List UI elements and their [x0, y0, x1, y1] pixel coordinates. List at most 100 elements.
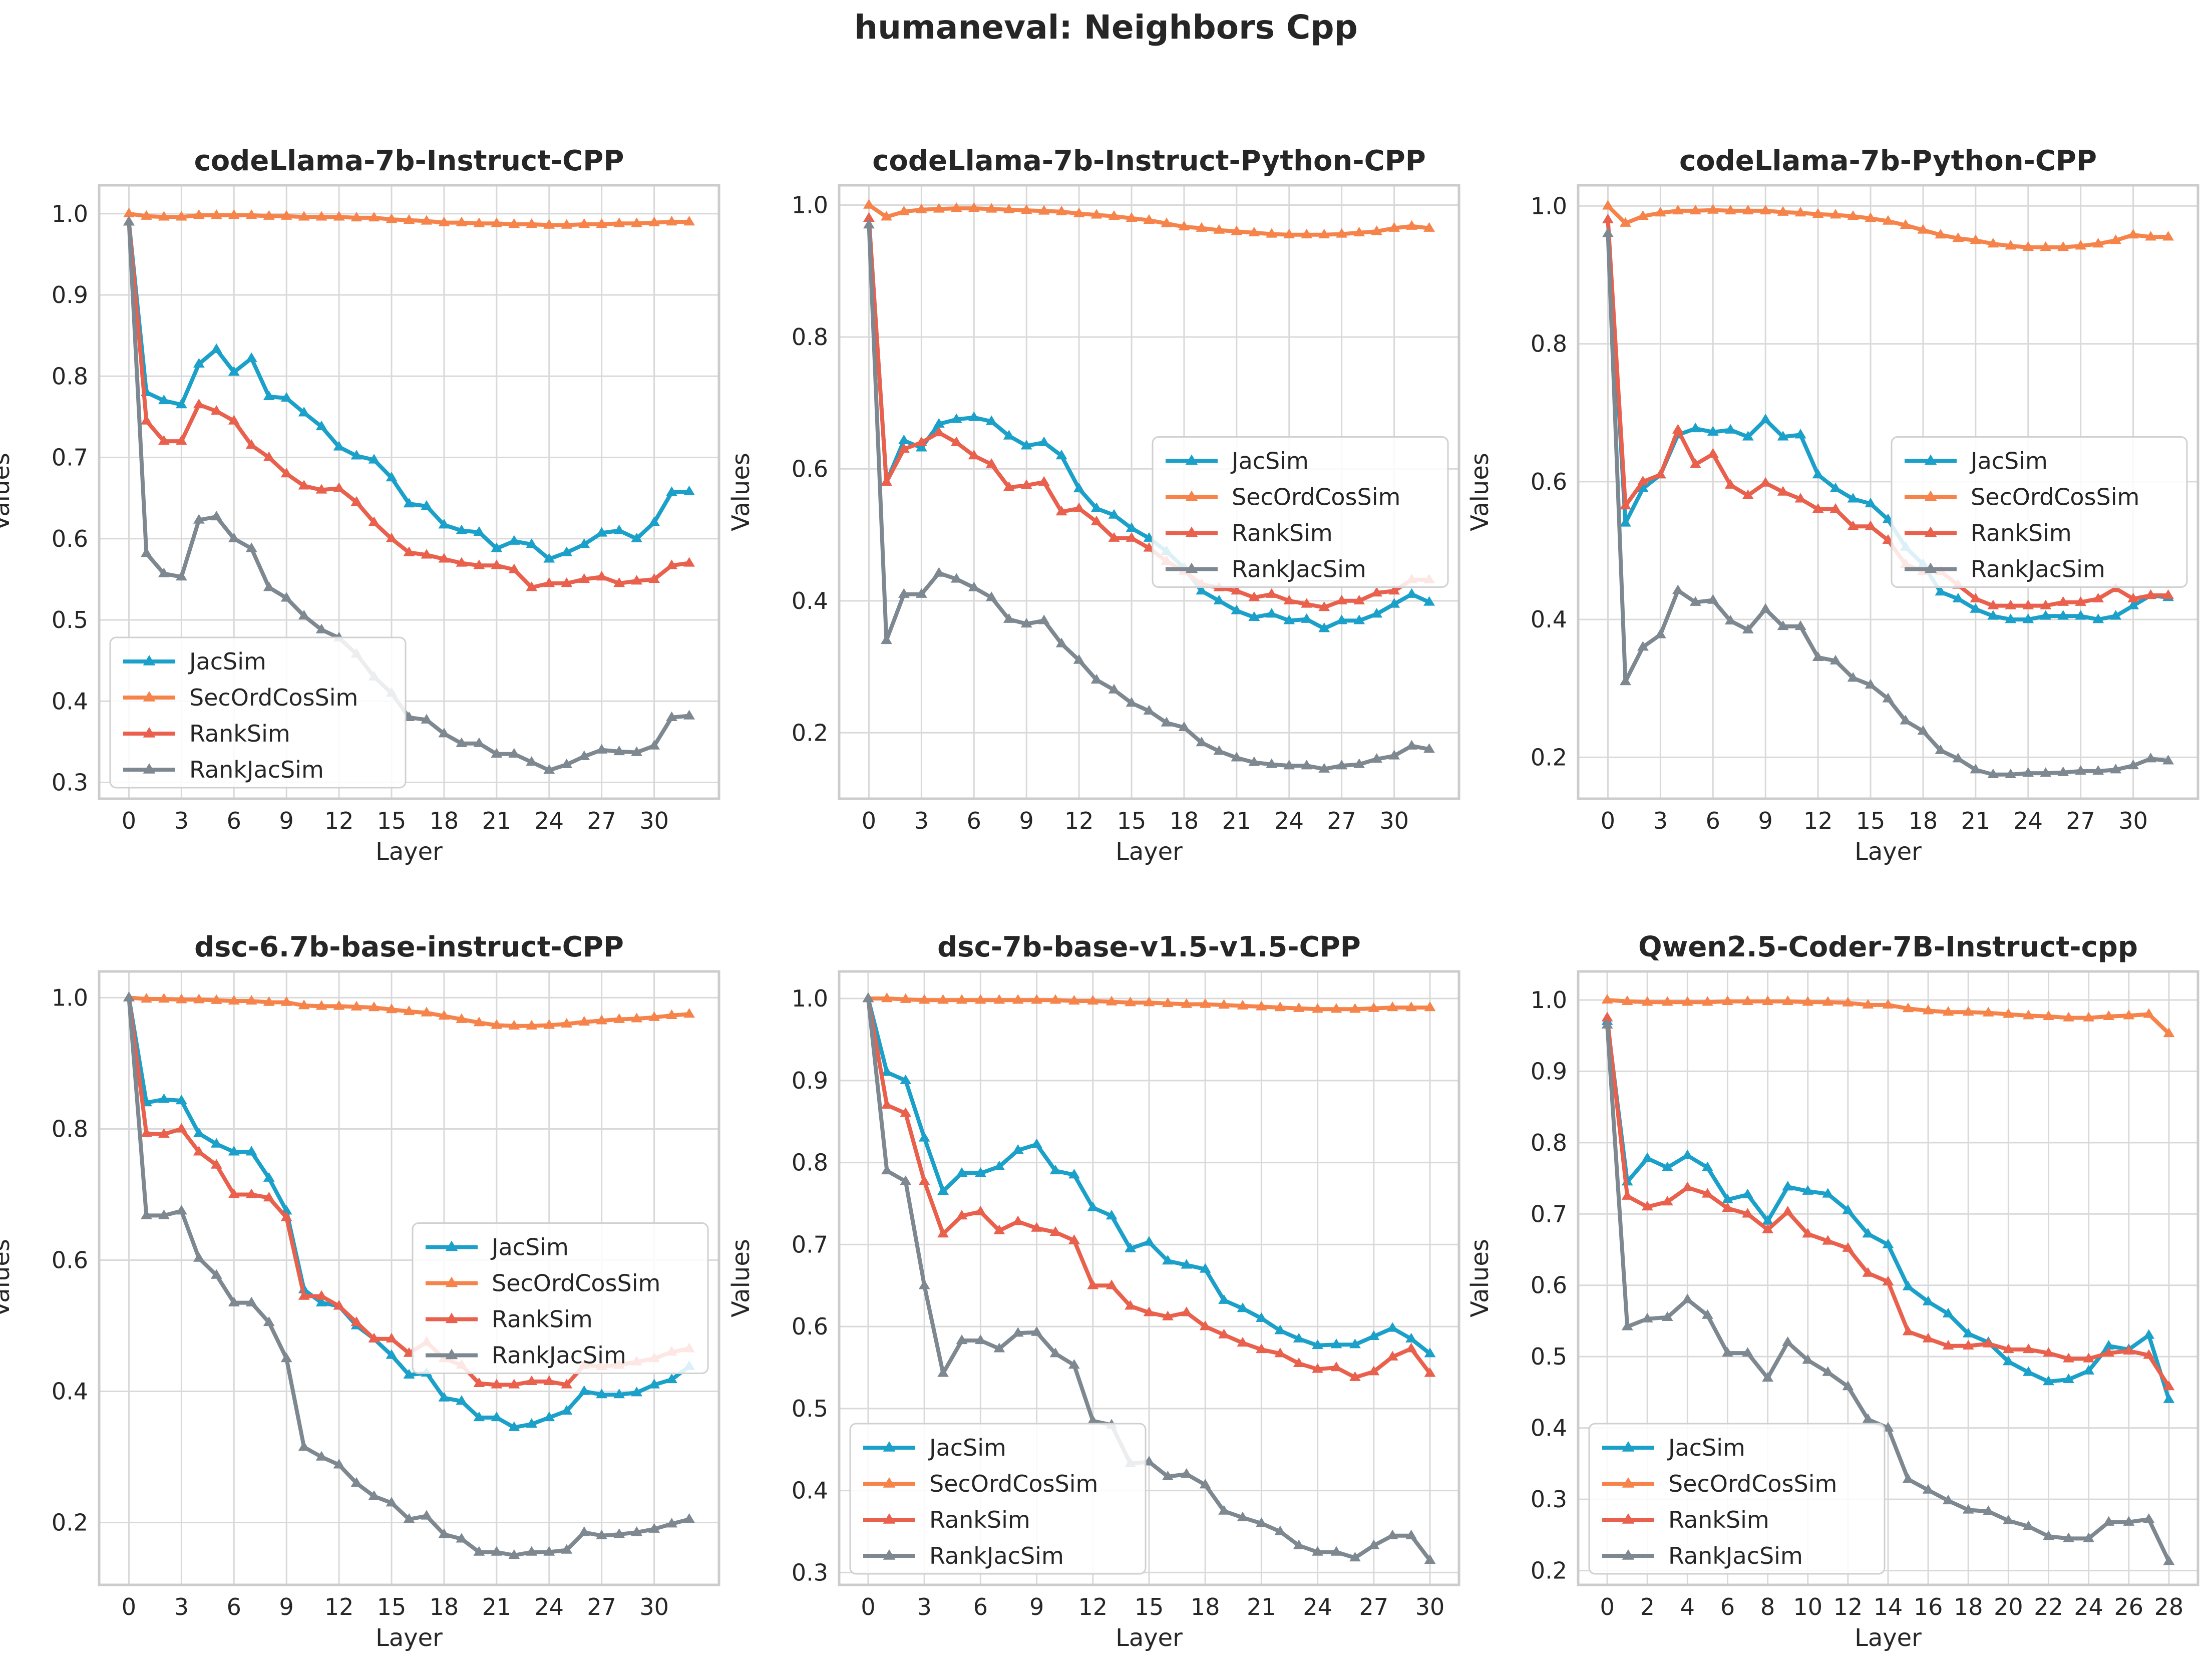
data-point [1641, 996, 1653, 1006]
data-point [974, 994, 986, 1004]
data-point [263, 1172, 275, 1182]
data-point [386, 1332, 398, 1343]
data-point [613, 1389, 625, 1399]
data-point [491, 559, 503, 569]
data-point [1020, 479, 1032, 489]
data-point [1012, 994, 1024, 1004]
data-point [386, 532, 398, 542]
data-point [175, 399, 187, 409]
data-point [1349, 1003, 1361, 1013]
data-point [1068, 994, 1080, 1005]
x-tick-label: 3 [174, 1593, 189, 1620]
data-point [985, 415, 997, 425]
data-point [596, 1529, 608, 1539]
data-point [974, 1167, 986, 1177]
legend-label: RankJacSim [1668, 1542, 1803, 1569]
data-point [350, 1477, 362, 1487]
legend-marker [143, 655, 156, 665]
data-point [368, 1002, 380, 1012]
data-point [1794, 429, 1806, 439]
data-point [1641, 1312, 1653, 1322]
data-point [1218, 999, 1230, 1009]
data-point [141, 1127, 152, 1137]
data-point [1274, 1525, 1286, 1535]
data-point [473, 1411, 485, 1422]
x-tick-label: 27 [1327, 807, 1356, 834]
x-tick-label: 18 [1170, 807, 1199, 834]
data-point [543, 1546, 555, 1556]
data-point [561, 1379, 573, 1389]
x-tick-label: 24 [535, 807, 564, 834]
y-tick-label: 1.0 [52, 200, 88, 227]
y-tick-label: 0.2 [792, 719, 828, 746]
y-tick-label: 0.5 [792, 1395, 828, 1422]
data-point [881, 634, 892, 644]
data-point [2092, 592, 2104, 603]
data-point [1661, 1161, 1673, 1171]
data-point [1970, 592, 1982, 603]
legend-item: JacSim [1905, 448, 2048, 475]
data-point [158, 394, 170, 405]
data-point [1862, 998, 1874, 1009]
data-point [1178, 721, 1190, 731]
data-point [298, 609, 310, 620]
legend-item: RankJacSim [863, 1542, 1064, 1569]
legend-item: JacSim [123, 648, 266, 675]
legend-item: SecOrdCosSim [1602, 1470, 1837, 1497]
data-point [648, 516, 660, 526]
data-point [1199, 1320, 1211, 1330]
y-tick-label: 0.2 [1531, 1557, 1567, 1584]
data-point [1962, 1504, 1974, 1514]
y-tick-label: 1.0 [1531, 192, 1567, 219]
data-point [1987, 599, 1999, 609]
data-point [1424, 1554, 1436, 1564]
data-point [2075, 765, 2087, 775]
data-point [1031, 994, 1042, 1004]
x-tick-label: 20 [1994, 1593, 2023, 1620]
data-point [2022, 599, 2034, 609]
data-point [2075, 596, 2087, 606]
x-tick-label: 6 [1720, 1593, 1735, 1620]
data-point [596, 1015, 608, 1025]
x-axis-label: Layer [1116, 838, 1183, 866]
data-point [933, 418, 945, 428]
subplot: 0 3 6 9 12 15 18 21 24 27 30 0.2 0.4 0.6 0.8 1.0 codeLla… [1466, 145, 2199, 866]
data-point [666, 1518, 677, 1528]
x-tick-label: 27 [2066, 807, 2095, 834]
data-point [1038, 614, 1050, 624]
data-point [1283, 614, 1295, 624]
data-point [2103, 1340, 2115, 1350]
legend-marker [1622, 1549, 1635, 1560]
data-point [2022, 613, 2034, 623]
data-point [900, 1175, 912, 1185]
x-axis-label: Layer [376, 838, 443, 866]
data-point [918, 1279, 930, 1289]
data-point [421, 500, 433, 510]
data-point [1722, 1193, 1733, 1204]
x-tick-label: 0 [122, 1593, 136, 1620]
data-point [1012, 1327, 1024, 1337]
data-point [473, 1546, 485, 1556]
data-point [175, 211, 187, 221]
data-point [1003, 613, 1015, 623]
data-point [1038, 436, 1050, 446]
x-tick-label: 26 [2114, 1593, 2144, 1620]
data-point [298, 211, 310, 221]
y-tick-label: 1.0 [1531, 986, 1567, 1014]
data-point [1621, 1190, 1633, 1200]
data-point [508, 1421, 520, 1431]
data-point [1336, 594, 1348, 605]
data-point [1862, 1228, 1874, 1238]
data-point [631, 1387, 643, 1397]
y-axis-label: Values [1466, 1239, 1494, 1317]
data-point [1689, 422, 1701, 433]
data-point [1742, 1347, 1753, 1357]
legend-item: RankSim [426, 1306, 593, 1333]
data-point [1318, 763, 1330, 773]
data-point [1742, 623, 1754, 633]
data-point [526, 1375, 538, 1386]
data-point [2075, 610, 2087, 620]
data-point [1388, 585, 1400, 595]
data-point [648, 573, 660, 583]
x-tick-label: 3 [174, 807, 189, 834]
